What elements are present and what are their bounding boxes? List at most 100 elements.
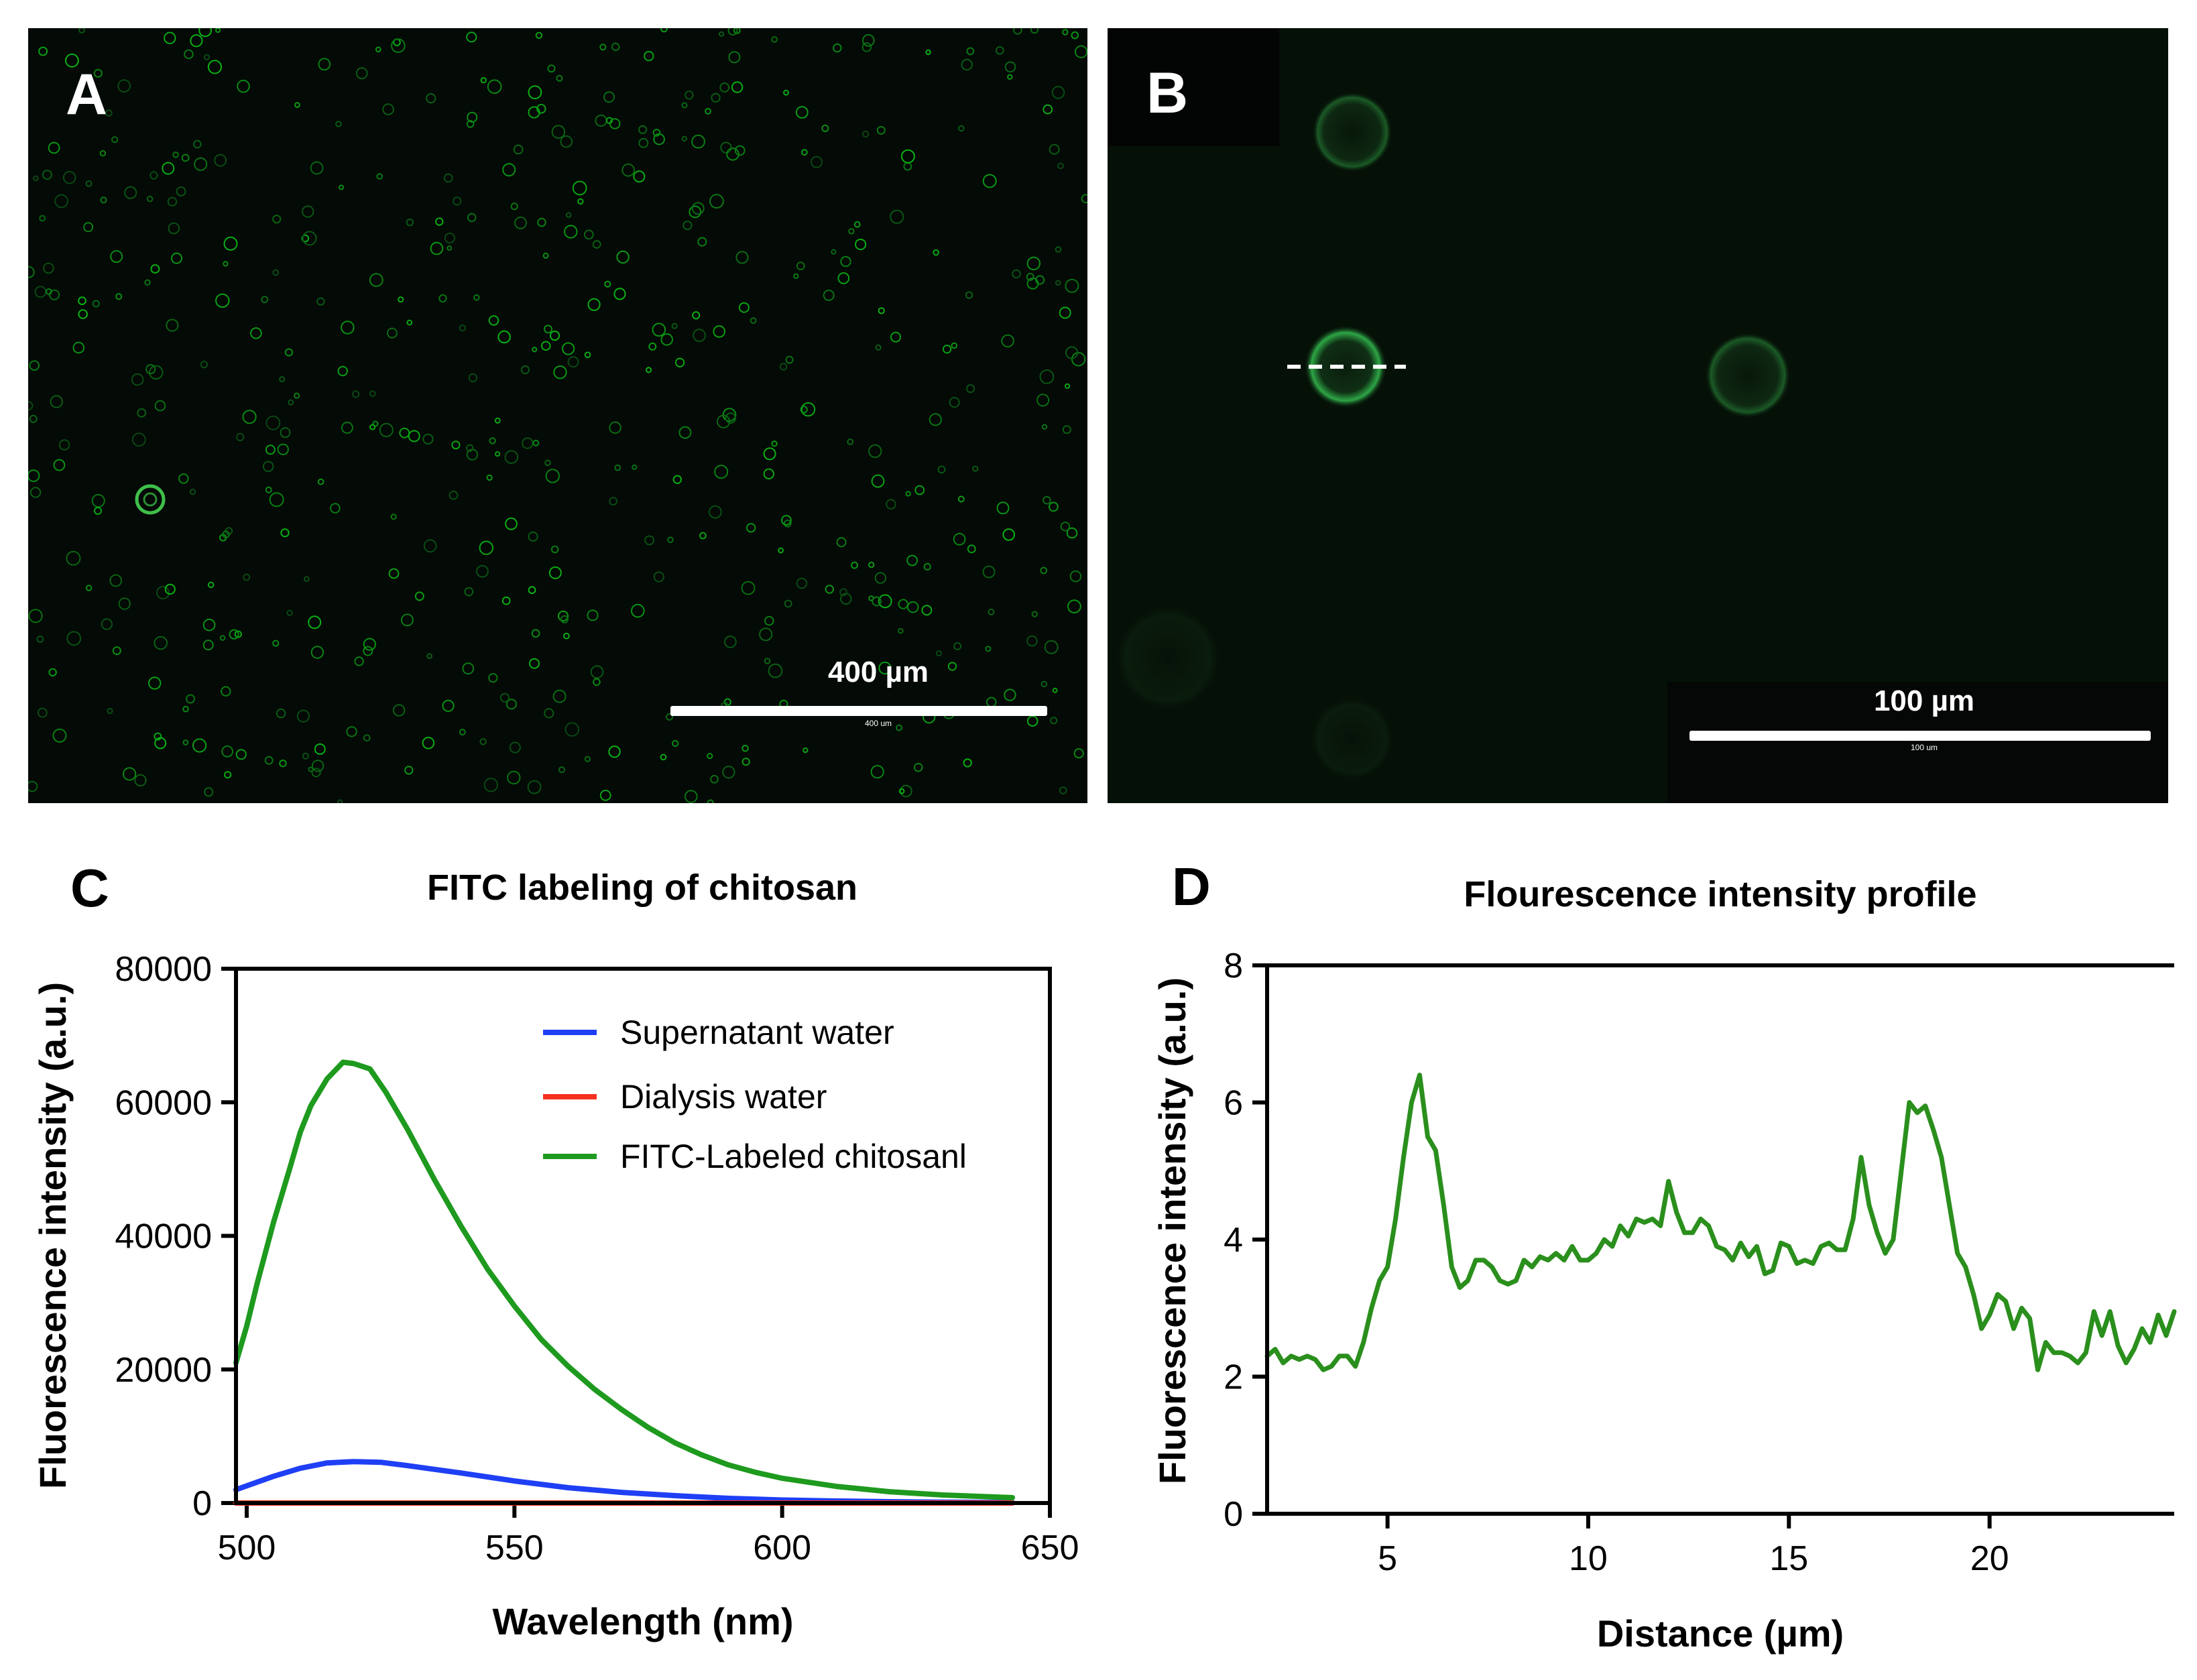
microsphere-dot — [565, 722, 580, 737]
microsphere-dot — [914, 485, 925, 495]
microsphere-dot — [310, 161, 324, 175]
microsphere-dot — [83, 222, 94, 233]
microsphere-dot — [965, 291, 973, 299]
microsphere-dot — [207, 581, 215, 589]
microsphere-dot — [164, 32, 176, 44]
microsphere-dot — [746, 523, 756, 533]
microsphere-dot — [583, 229, 594, 240]
microsphere-dot — [638, 125, 648, 134]
microsphere-dot — [522, 437, 534, 449]
microsphere-dot — [422, 433, 434, 445]
microsphere-dot — [330, 503, 341, 514]
microsphere-dot — [352, 390, 360, 398]
microsphere-dot — [502, 163, 516, 177]
microsphere-dot — [693, 328, 706, 343]
microsphere-dot — [584, 756, 591, 762]
microsphere-dot — [78, 296, 86, 306]
microsphere-dot — [489, 437, 496, 444]
microsphere-dot — [707, 753, 713, 760]
microsphere-dot — [28, 469, 40, 482]
microsphere-dot — [426, 653, 432, 660]
micrograph-a: A 400 µm 400 um — [28, 28, 1087, 803]
microsphere-dot — [592, 240, 601, 249]
microsphere-dot — [900, 784, 912, 798]
microsphere-dot — [868, 561, 875, 568]
chart-d: D Flourescence intensity profile 5 10 15 20… — [1151, 857, 2177, 1655]
microsphere-dot — [265, 444, 276, 455]
microsphere-dot — [221, 745, 234, 758]
microsphere-dot — [236, 432, 245, 442]
microsphere-dot — [1036, 394, 1050, 407]
microsphere-dot — [224, 771, 232, 779]
chart-d-ticks: 5 10 15 20 0 2 4 6 8 — [1224, 947, 2009, 1578]
microsphere-dot — [33, 175, 39, 182]
microsphere-dot — [1065, 346, 1079, 359]
microsphere-dot — [488, 673, 498, 683]
microsphere-dot — [276, 708, 286, 719]
microsphere-dot — [154, 636, 168, 650]
microsphere-dot — [235, 749, 247, 760]
scale-label-b: 100 µm — [1873, 684, 1975, 717]
microsphere-dot — [341, 320, 355, 335]
microsphere-dot — [505, 517, 518, 530]
microsphere-dot — [672, 739, 679, 747]
microsphere-dot — [182, 705, 189, 713]
microsphere-dot — [42, 170, 52, 180]
microsphere-dot — [666, 713, 673, 721]
microsphere-dot — [182, 739, 189, 745]
microsphere-dot — [707, 799, 714, 803]
microsphere-dot — [536, 104, 546, 114]
x-tick-label: 650 — [1021, 1528, 1079, 1567]
microsphere-dot — [614, 464, 621, 471]
microsphere-dot — [200, 361, 209, 369]
microsphere-dot — [286, 609, 293, 616]
microsphere-dot — [223, 261, 229, 267]
microsphere-dot — [219, 635, 226, 641]
microsphere-dot — [207, 60, 222, 74]
microsphere-dot — [851, 561, 858, 569]
microsphere-dot — [388, 568, 400, 579]
microsphere-dot — [302, 231, 317, 246]
microsphere-dot — [958, 125, 965, 132]
microsphere-dot — [966, 47, 975, 56]
microsphere-dot — [279, 376, 286, 383]
microsphere-dot — [29, 360, 40, 371]
microsphere-dot — [264, 756, 274, 765]
microsphere-dot — [48, 141, 60, 154]
microsphere-dot — [166, 318, 179, 332]
microsphere-dot — [801, 149, 808, 156]
microsphere-dot — [759, 627, 773, 642]
microsphere-dot — [466, 32, 477, 43]
microsphere-dot — [783, 89, 789, 96]
microsphere-dot — [825, 585, 835, 594]
microsphere-dot — [862, 130, 870, 138]
microsphere-dot — [644, 535, 654, 546]
microsphere-dot — [1012, 28, 1022, 35]
microsphere-dot — [473, 294, 480, 301]
microsphere-dot — [963, 758, 972, 768]
microsphere-dot — [272, 640, 280, 647]
microsphere-dot — [599, 790, 611, 801]
microsphere-dot — [36, 636, 44, 643]
chart-c-series — [233, 1059, 1016, 1506]
microsphere-dot — [1062, 425, 1071, 434]
microsphere-dot — [652, 322, 666, 337]
microsphere-dot — [123, 767, 137, 781]
microsphere-dot — [735, 251, 749, 264]
microsphere-dot — [62, 171, 76, 184]
microsphere-large-core — [143, 492, 158, 507]
microsphere-dot — [1071, 352, 1086, 367]
microsphere-dot — [302, 205, 314, 218]
y-tick-label: 4 — [1224, 1221, 1243, 1260]
microsphere-dot — [442, 699, 455, 712]
microsphere-dot — [562, 342, 575, 355]
microsphere-dot — [831, 249, 837, 255]
series-line-profile — [1264, 1073, 2177, 1372]
microsphere-dot — [85, 180, 93, 187]
microsphere-dot — [691, 134, 705, 149]
microsphere-dot — [913, 762, 923, 772]
microsphere-dot — [52, 728, 67, 743]
microsphere-dot — [501, 596, 511, 605]
microsphere-dot — [692, 311, 701, 320]
microsphere-dot — [1055, 280, 1061, 286]
